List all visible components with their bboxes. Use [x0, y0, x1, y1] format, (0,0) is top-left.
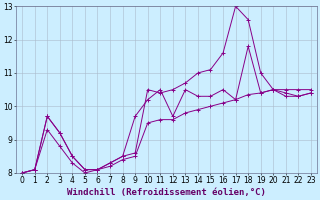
X-axis label: Windchill (Refroidissement éolien,°C): Windchill (Refroidissement éolien,°C) [67, 188, 266, 197]
